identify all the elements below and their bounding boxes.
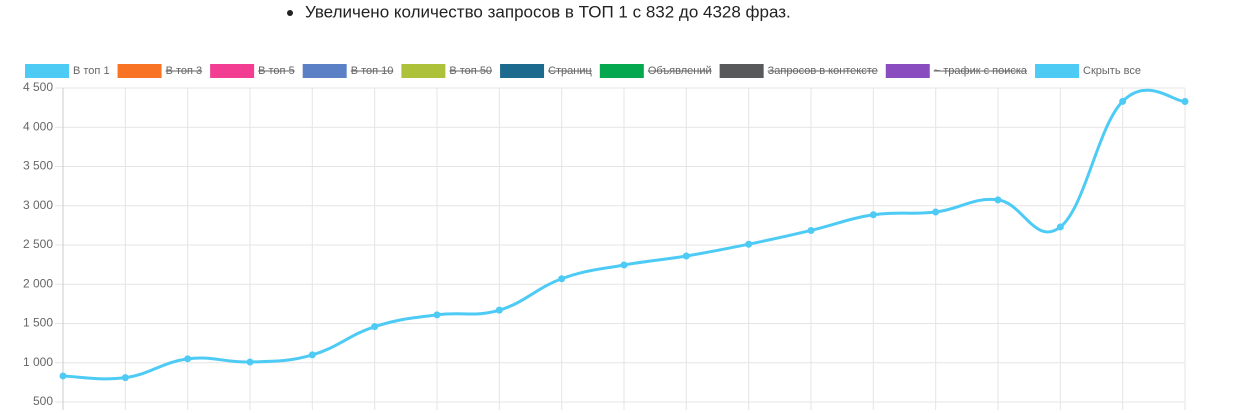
legend-swatch[interactable] bbox=[401, 64, 446, 78]
data-point bbox=[495, 306, 503, 314]
data-point bbox=[745, 240, 753, 248]
data-point bbox=[433, 311, 441, 319]
y-tick-label: 2 000 bbox=[23, 276, 53, 290]
bullet-dot bbox=[287, 10, 293, 16]
legend-label[interactable]: В топ 1 bbox=[73, 65, 110, 77]
legend-swatch[interactable] bbox=[302, 64, 347, 78]
y-tick-label: 1 500 bbox=[23, 316, 53, 330]
data-point bbox=[558, 275, 566, 283]
legend-swatch[interactable] bbox=[25, 64, 69, 78]
y-tick-label: 4 000 bbox=[23, 119, 53, 133]
legend-label[interactable]: Скрыть все bbox=[1083, 65, 1141, 77]
y-tick-label: 1 000 bbox=[23, 355, 53, 369]
data-point bbox=[1056, 223, 1064, 231]
data-point bbox=[121, 374, 129, 382]
data-point bbox=[869, 211, 877, 219]
legend-swatch[interactable] bbox=[1035, 64, 1080, 78]
data-point bbox=[1181, 98, 1189, 106]
data-point bbox=[184, 355, 192, 363]
data-point bbox=[932, 208, 940, 216]
data-point bbox=[371, 323, 379, 331]
legend-swatch[interactable] bbox=[117, 64, 162, 78]
y-tick-label: 500 bbox=[33, 394, 53, 408]
data-point bbox=[682, 252, 690, 260]
y-tick-label: 4 500 bbox=[23, 80, 53, 94]
legend-swatch[interactable] bbox=[210, 64, 255, 78]
data-point bbox=[807, 226, 815, 234]
y-tick-label: 3 000 bbox=[23, 198, 53, 212]
data-point bbox=[994, 196, 1002, 204]
legend-swatch[interactable] bbox=[719, 64, 764, 78]
data-point bbox=[308, 351, 316, 359]
data-point bbox=[59, 372, 67, 380]
legend-swatch[interactable] bbox=[500, 64, 545, 78]
data-point bbox=[1119, 97, 1127, 105]
bullet-text: Увеличено количество запросов в ТОП 1 с … bbox=[305, 2, 791, 21]
legend-swatch[interactable] bbox=[885, 64, 930, 78]
y-tick-label: 2 500 bbox=[23, 237, 53, 251]
data-point bbox=[246, 358, 254, 366]
data-point bbox=[620, 261, 628, 269]
legend-swatch[interactable] bbox=[599, 64, 644, 78]
y-tick-label: 3 500 bbox=[23, 159, 53, 173]
